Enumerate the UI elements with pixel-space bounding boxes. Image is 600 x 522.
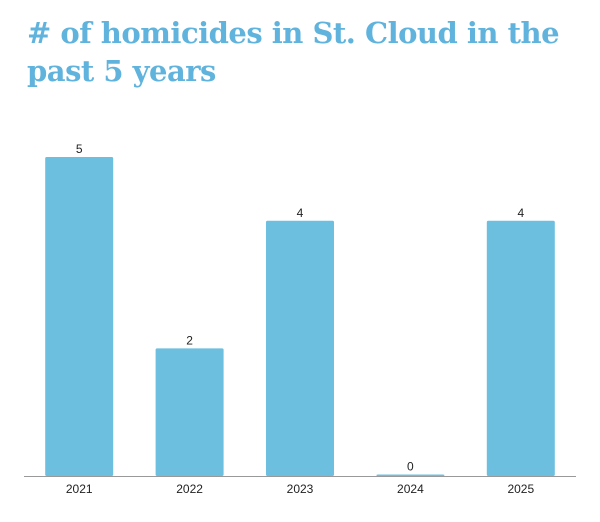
bar-2024	[376, 474, 445, 476]
bar-2023	[266, 220, 334, 476]
bar-2025	[486, 220, 555, 476]
value-label-2021: 5	[76, 142, 83, 156]
value-label-2024: 0	[407, 460, 414, 474]
x-tick-label-2025: 2025	[507, 482, 534, 496]
x-tick-label-2023: 2023	[287, 482, 314, 496]
x-tick-labels-group: 2021 2022 2023 2024 2025	[66, 482, 535, 496]
value-label-2023: 4	[297, 206, 304, 220]
chart-title: # of homicides in St. Cloud in the past …	[27, 16, 560, 88]
value-labels-group: 5 2 4 0 4	[76, 142, 525, 474]
x-tick-label-2022: 2022	[176, 482, 203, 496]
x-tick-label-2021: 2021	[66, 482, 93, 496]
bar-2021	[45, 157, 114, 476]
bars-group	[45, 157, 555, 476]
value-label-2025: 4	[517, 206, 524, 220]
x-tick-label-2024: 2024	[397, 482, 424, 496]
bar-2022	[155, 348, 224, 476]
value-label-2022: 2	[186, 333, 193, 347]
